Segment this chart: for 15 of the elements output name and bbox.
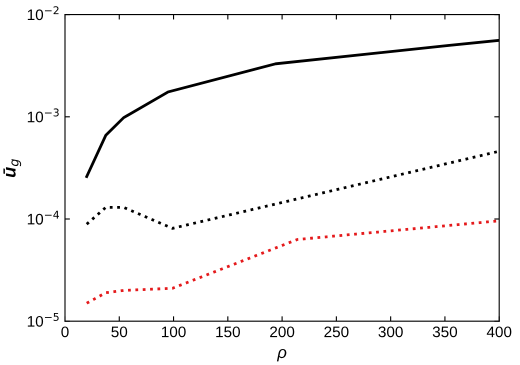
y-axis-title: ū$_{g}$ bbox=[3, 159, 22, 178]
y-tick-label: 10$^{−3}$ bbox=[28, 108, 59, 122]
x-tick-label: 50 bbox=[111, 326, 128, 338]
x-axis-title: ρ bbox=[276, 348, 286, 362]
x-tick-label: 200 bbox=[270, 326, 294, 338]
x-tick-label: 300 bbox=[378, 326, 403, 338]
x-tick-label: 100 bbox=[162, 326, 186, 338]
y-tick-label: 10$^{−5}$ bbox=[28, 312, 59, 327]
x-tick-label: 150 bbox=[216, 326, 240, 338]
y-tick-label: 10$^{−4}$ bbox=[28, 210, 59, 225]
x-tick-label: 350 bbox=[432, 326, 458, 338]
y-tick-label: 10$^{−2}$ bbox=[28, 6, 59, 20]
x-tick-label: 0 bbox=[61, 326, 69, 338]
x-tick-label: 400 bbox=[486, 326, 512, 338]
x-tick-label: 250 bbox=[324, 326, 349, 338]
